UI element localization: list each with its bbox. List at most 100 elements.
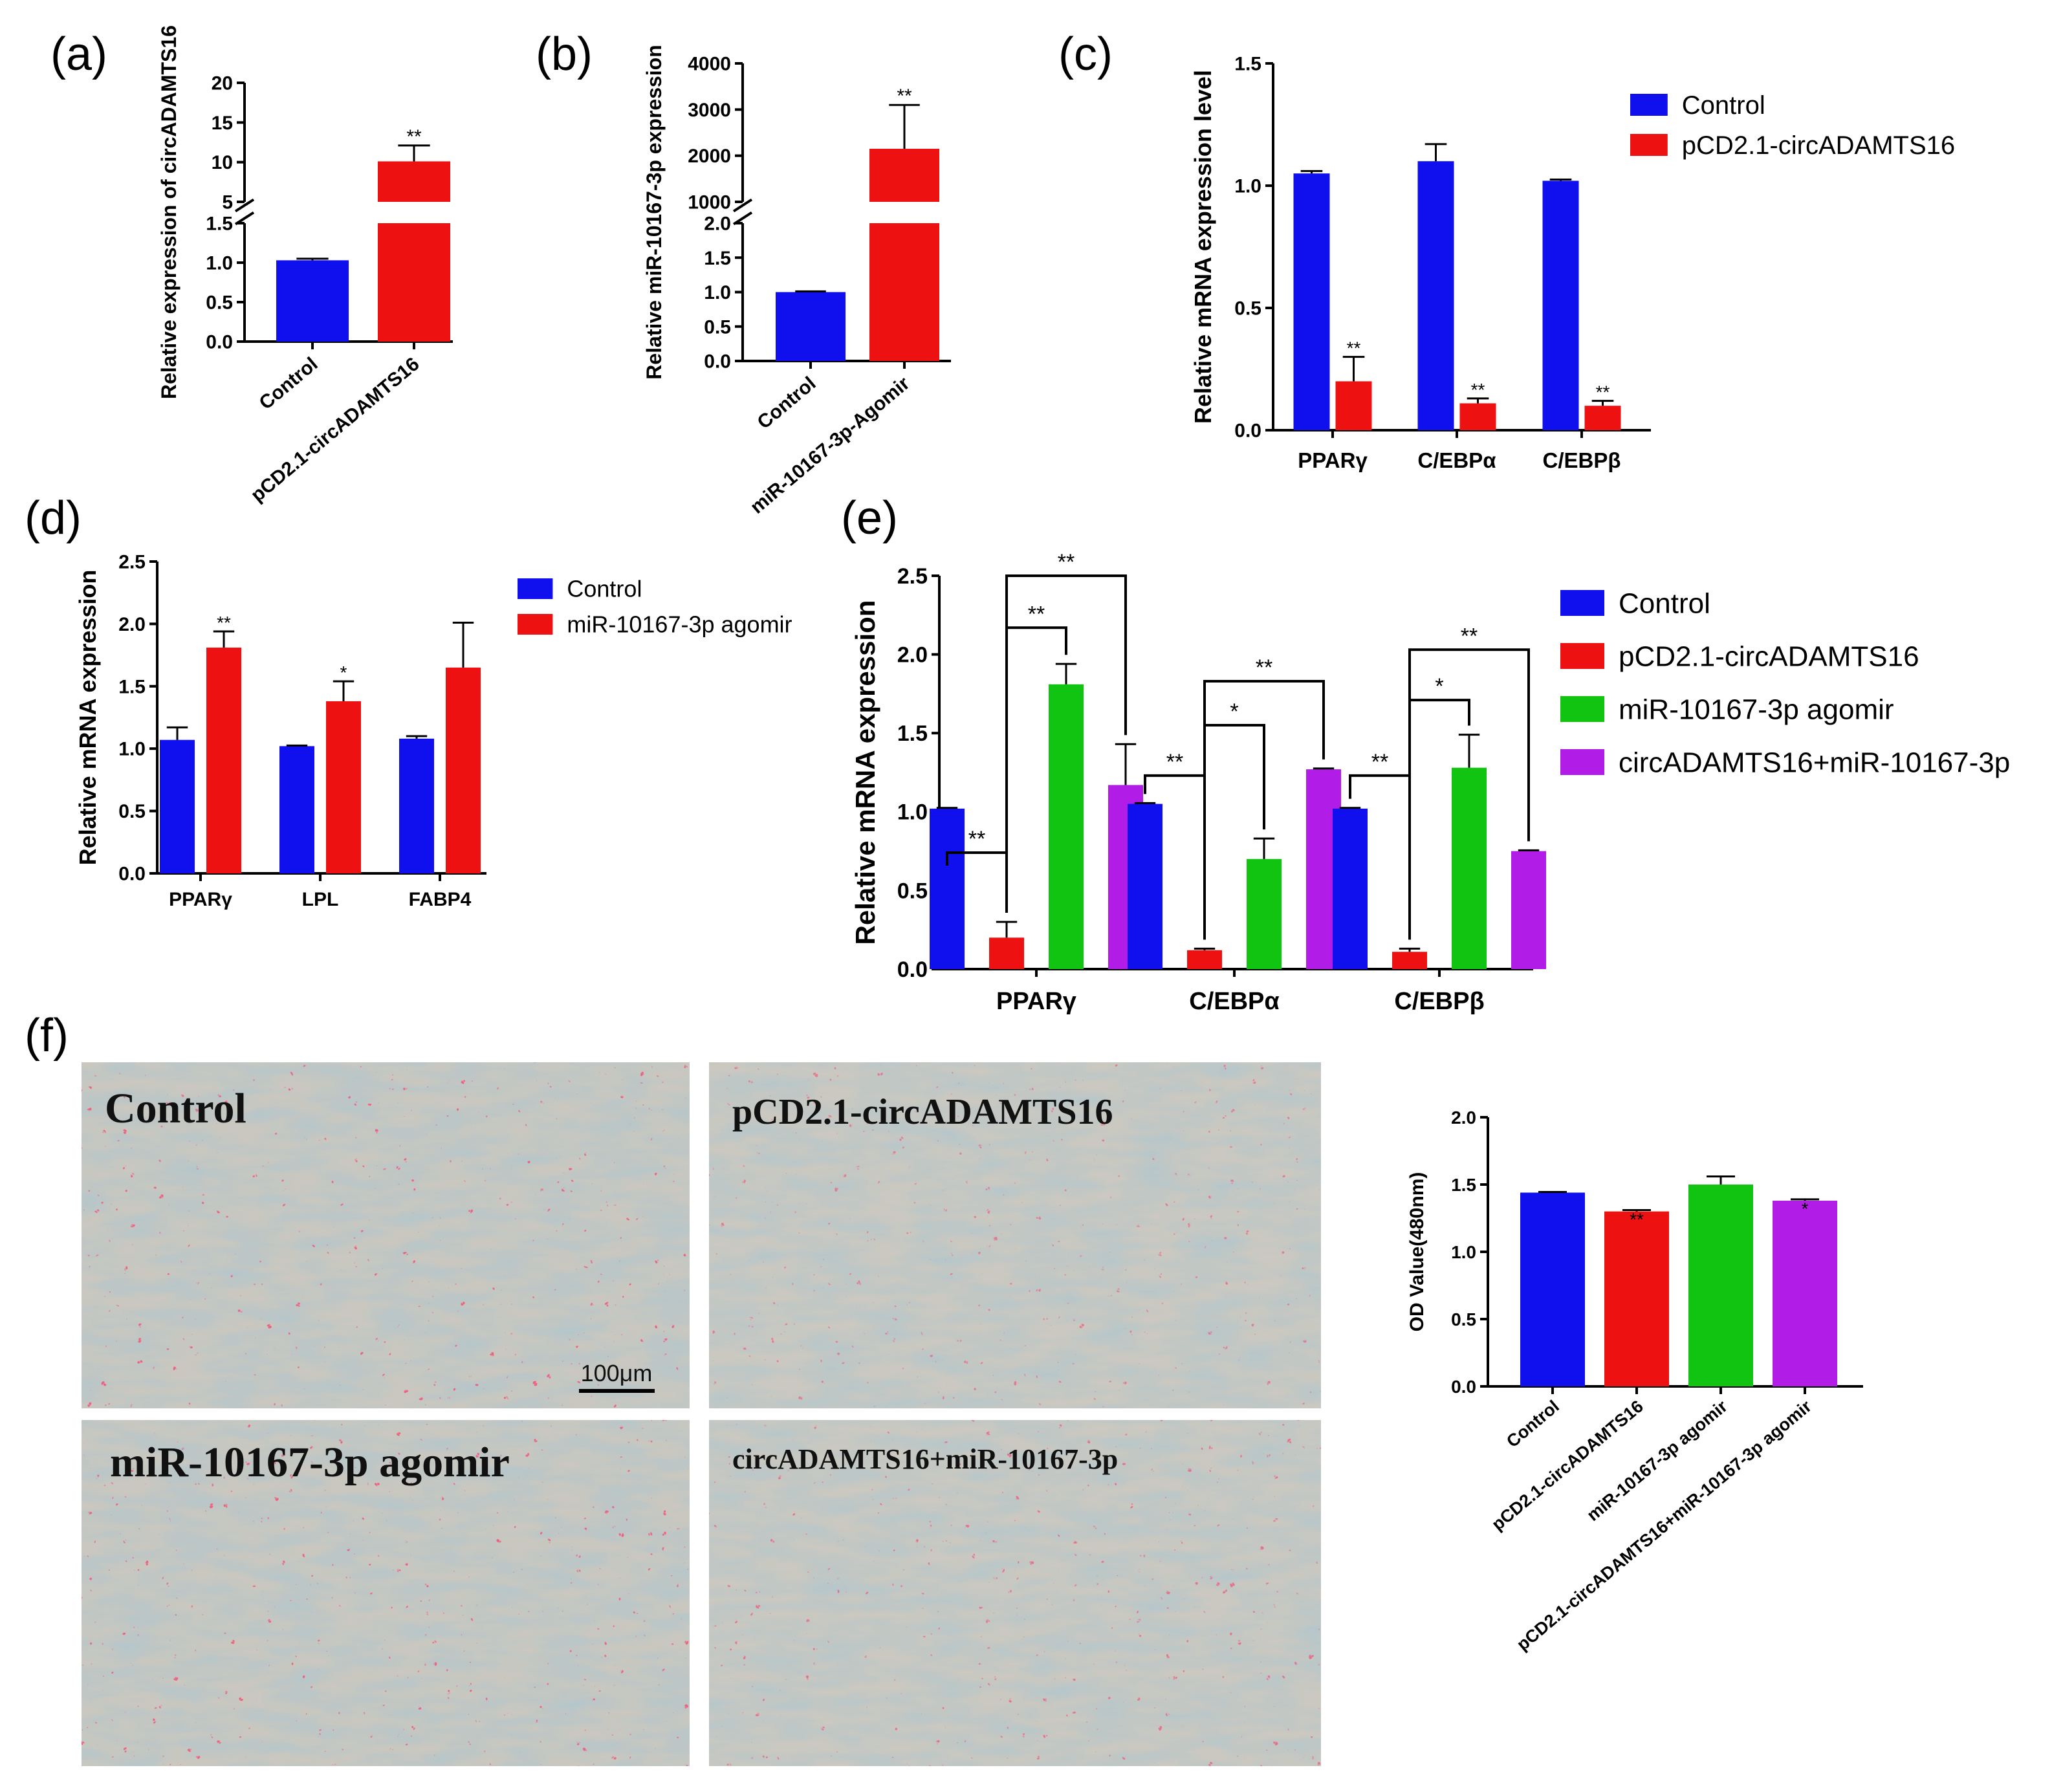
bar [1584,406,1621,430]
y-tick-label: 0.5 [1234,298,1261,320]
panel-label-a: (a) [50,28,107,80]
bar [1247,858,1282,969]
y-tick-label: 2.0 [118,614,146,635]
y-tick-label: 0.0 [1234,421,1261,442]
bar [326,701,361,873]
bar [989,937,1024,969]
y-tick-label: 1.0 [206,253,233,274]
y-tick-label: 1.5 [1234,54,1261,75]
y-tick-label: 1.0 [118,739,146,760]
y-tick-label: 1.0 [704,282,731,303]
y-tick-label: 2.0 [704,213,731,235]
bar-upper [869,148,939,202]
y-tick-label: 2.0 [897,643,928,668]
axis-break-mark [234,211,255,226]
bar [1392,952,1427,969]
x-tick-label: C/EBPα [1189,988,1280,1015]
x-tick-label: C/EBPβ [1543,448,1621,472]
y-tick-label: 20 [212,73,233,94]
bar [1128,803,1162,969]
y-tick-label: 1.0 [897,800,928,825]
significance-label: ** [217,613,231,633]
legend-swatch [1630,94,1668,116]
legend-label: miR-10167-3p agomir [1619,694,1894,725]
chart-e: 0.0 0.5 1.0 1.5 2.0 2.5 Relative mRNA expressi… [850,550,2010,1015]
bar [446,667,481,873]
x-tick-label: PPARγ [169,889,232,910]
scale-bar-label: 100μm [581,1360,653,1386]
bar-upper [378,161,450,202]
significance-label: ** [1630,1210,1644,1230]
y-axis-label: Relative mRNA expression level [1190,70,1216,424]
bar [1604,1211,1669,1386]
micrograph-combination: circADAMTS16+miR-10167-3p [709,1420,1321,1766]
y-tick-label: 1.5 [704,248,731,269]
legend-label: Control [1619,587,1710,619]
bar-lower [869,223,939,361]
axis-break-mark [732,211,753,226]
significance-label: ** [1347,338,1361,358]
x-tick-label: PPARγ [1298,448,1368,472]
panel-label-e: (e) [841,492,898,544]
x-tick-label: pCD2.1-circADAMTS16 [247,353,424,506]
bar [1335,381,1372,430]
bar [1542,180,1579,430]
bar [279,746,314,873]
significance-label: * [1802,1199,1809,1219]
bar [1511,851,1546,969]
bracket-label: ** [1461,624,1478,648]
bar [776,292,846,361]
x-tick-label: miR-10167-3p agomir [1583,1396,1731,1525]
y-tick-label: 1.5 [897,721,928,746]
y-axis-label: Relative mRNA expression [74,570,101,866]
bar [1773,1200,1837,1386]
legend-swatch [1630,134,1668,156]
bar [1459,403,1496,430]
legend-swatch [1560,696,1604,722]
bar [1452,767,1487,969]
bar [1417,161,1454,430]
y-tick-label: 2000 [688,146,731,167]
legend-label: pCD2.1-circADAMTS16 [1682,131,1955,160]
bracket-label: ** [968,827,985,851]
bracket-label: * [1435,674,1443,699]
y-tick-label: 0.0 [206,332,233,353]
y-tick-label: 0.5 [206,292,233,314]
bar [276,260,349,342]
y-tick-label: 2.5 [897,564,928,589]
bar [1688,1185,1753,1386]
y-tick-label: 0.5 [1451,1309,1476,1329]
panel-label-c: (c) [1058,28,1113,80]
y-tick-label: 10 [212,152,233,173]
panel-label-f: (f) [25,1010,69,1062]
x-tick-label: Control [754,373,820,433]
bracket-label: ** [1058,550,1075,574]
y-tick-label: 1.0 [1234,176,1261,197]
bar-lower [378,223,450,342]
micrograph-control: Control 100μm [82,1062,690,1408]
y-tick-label: 2.0 [1451,1108,1476,1128]
panel-label-d: (d) [25,492,82,544]
micrograph-label-circadamts16: pCD2.1-circADAMTS16 [732,1092,1113,1132]
legend-swatch [1560,590,1604,616]
y-tick-label: 1.5 [1451,1175,1476,1195]
y-tick-label: 1000 [688,192,731,213]
bar [160,739,195,873]
chart-c: 0.0 0.5 1.0 1.5 Relative mRNA expression lev… [1190,54,1955,473]
x-tick-label: FABP4 [409,889,472,910]
micrograph-circadamts16: pCD2.1-circADAMTS16 [709,1062,1321,1408]
axis-break-mark [234,198,255,213]
y-axis-label: Relative miR-10167-3p expression [642,45,666,380]
x-tick-label: pCD2.1-circADAMTS16 [1488,1397,1647,1535]
chart-f: 0.0 0.5 1.0 1.5 2.0 OD Value(480nm) Control ** p… [1406,1108,1863,1654]
significance-label: ** [1471,380,1485,400]
legend-label: pCD2.1-circADAMTS16 [1619,640,1919,672]
y-tick-label: 15 [212,113,233,134]
x-tick-label: PPARγ [996,988,1076,1015]
chart-d: 0.0 0.5 1.0 1.5 2.0 2.5 Relative mRNA expressi… [74,552,792,911]
bracket-label: ** [1166,750,1183,774]
bracket-label: ** [1371,750,1388,774]
x-tick-label: C/EBPβ [1394,988,1484,1015]
